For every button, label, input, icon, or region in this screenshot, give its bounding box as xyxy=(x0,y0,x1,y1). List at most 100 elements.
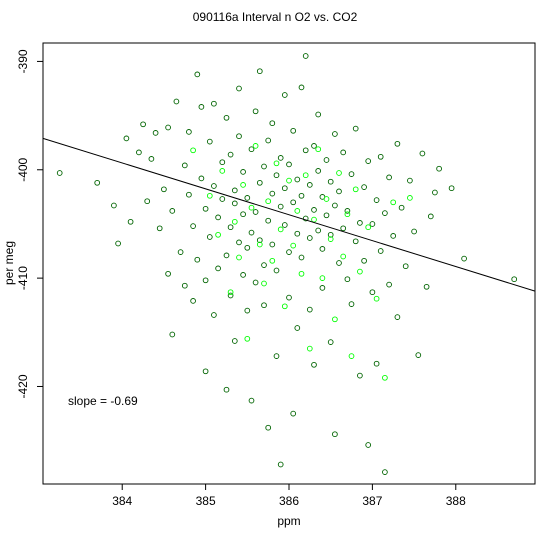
data-point xyxy=(281,185,288,192)
data-point xyxy=(286,249,292,255)
data-point xyxy=(286,177,292,184)
data-point xyxy=(256,237,263,244)
plot-frame xyxy=(42,42,536,485)
data-point xyxy=(277,226,284,233)
data-point xyxy=(448,185,455,192)
data-point xyxy=(206,234,213,240)
data-point xyxy=(290,242,297,249)
data-point xyxy=(373,360,380,367)
y-axis: -390 -400 -410 -420 xyxy=(16,49,43,398)
data-point xyxy=(273,267,280,274)
data-point xyxy=(265,198,272,205)
data-point xyxy=(140,121,146,128)
data-point xyxy=(219,168,226,174)
data-point xyxy=(127,218,134,225)
data-point xyxy=(227,289,234,296)
data-point xyxy=(211,312,217,318)
data-point xyxy=(56,170,63,176)
data-point xyxy=(252,209,259,215)
data-point xyxy=(240,272,246,278)
data-point xyxy=(190,147,196,154)
data-point xyxy=(248,146,255,153)
data-point xyxy=(215,265,221,272)
data-point xyxy=(148,156,155,162)
data-point xyxy=(198,175,205,182)
data-point xyxy=(256,241,263,248)
data-point xyxy=(227,151,234,158)
data-point xyxy=(111,202,117,209)
data-point xyxy=(306,345,313,352)
data-point xyxy=(202,368,209,375)
data-point xyxy=(256,68,263,75)
data-point xyxy=(136,149,142,156)
data-point xyxy=(398,204,405,211)
data-point xyxy=(311,361,317,368)
data-point xyxy=(256,179,263,186)
data-point xyxy=(332,131,338,137)
data-point xyxy=(365,158,372,164)
data-point xyxy=(236,85,242,92)
data-point xyxy=(348,171,355,177)
data-point xyxy=(327,178,334,185)
data-point xyxy=(219,159,226,166)
data-point xyxy=(352,186,359,193)
data-point xyxy=(165,270,171,277)
data-point xyxy=(344,208,351,214)
data-point xyxy=(327,231,334,238)
data-point xyxy=(302,53,309,59)
data-point xyxy=(248,397,255,404)
regression-line xyxy=(42,137,536,292)
data-point xyxy=(236,133,242,140)
data-point xyxy=(315,227,322,234)
data-point xyxy=(294,325,301,331)
data-point xyxy=(219,196,226,202)
data-point xyxy=(386,174,392,181)
data-point xyxy=(332,316,338,323)
data-point xyxy=(357,372,363,379)
data-point xyxy=(290,199,297,206)
data-point xyxy=(211,183,217,189)
data-point xyxy=(340,225,347,232)
data-point xyxy=(190,298,196,304)
data-point xyxy=(248,204,255,211)
data-point xyxy=(461,255,467,262)
data-point xyxy=(231,218,238,225)
data-point xyxy=(194,256,201,263)
y-tick-label: -390 xyxy=(16,49,30,73)
data-point xyxy=(286,161,292,168)
x-tick-label: 385 xyxy=(196,494,216,508)
data-point xyxy=(402,263,409,270)
data-point xyxy=(281,222,288,228)
x-tick-label: 386 xyxy=(279,494,299,508)
data-point xyxy=(306,306,313,313)
data-point xyxy=(190,223,196,229)
data-point xyxy=(173,98,180,105)
data-point xyxy=(369,289,376,296)
data-point xyxy=(357,220,363,226)
data-point xyxy=(223,252,230,259)
data-point xyxy=(223,386,230,393)
data-point xyxy=(169,208,176,214)
data-point xyxy=(323,157,330,163)
data-point xyxy=(419,150,426,157)
data-point xyxy=(240,211,246,218)
data-point xyxy=(261,302,267,309)
data-point xyxy=(319,275,326,281)
data-point xyxy=(206,192,213,199)
data-point xyxy=(290,127,297,134)
data-point xyxy=(352,238,359,245)
data-point xyxy=(411,228,417,235)
data-point xyxy=(240,169,246,175)
data-point xyxy=(340,253,347,260)
data-point xyxy=(332,431,338,438)
data-point xyxy=(294,176,301,183)
x-axis-label: ppm xyxy=(277,514,300,528)
data-point xyxy=(319,246,326,252)
data-point xyxy=(281,303,288,310)
data-point xyxy=(327,339,334,345)
slope-annotation: slope = -0.69 xyxy=(68,394,138,408)
data-point xyxy=(340,149,347,156)
data-point xyxy=(215,214,221,221)
data-point xyxy=(298,192,305,199)
data-point xyxy=(152,130,159,136)
